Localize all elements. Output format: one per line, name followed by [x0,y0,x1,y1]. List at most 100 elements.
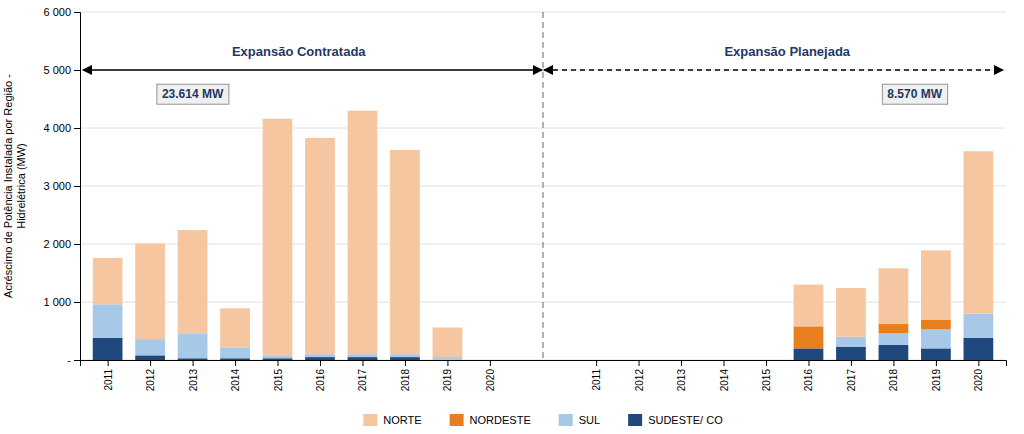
legend-swatch [559,414,573,426]
legend-swatch [450,414,464,426]
bar-segment [836,288,866,337]
x-tick: 2017 [846,360,857,391]
y-tick-label: 2 000 [43,238,71,250]
x-tick-mark [808,360,809,366]
x-tick-label: 2011 [103,369,114,391]
x-tick: 2012 [145,360,156,391]
x-tick-mark [320,360,321,366]
x-tick-mark [766,360,767,366]
label-box: 8.570 MW [882,84,947,104]
legend-label: NORTE [383,414,421,426]
legend-item: SUL [559,414,600,426]
bar-segment [921,348,951,360]
grid-line [80,70,1006,71]
x-tick: 2020 [485,360,496,391]
y-tick-label: 6 000 [43,6,71,18]
bar-segment [93,258,123,304]
bar-segment [921,320,951,329]
x-tick: 2020 [973,360,984,391]
y-tick-mark [74,70,80,71]
bar-segment [263,358,293,360]
legend-swatch [363,414,377,426]
x-tick: 2012 [634,360,645,391]
bar-segment [220,308,250,347]
legend-label: NORDESTE [470,414,531,426]
x-tick: 2019 [442,360,453,391]
x-tick: 2011 [103,360,114,391]
bar-segment [666,360,696,361]
label-box: 23.614 MW [157,84,229,104]
bar-segment [263,355,293,358]
bar-segment [709,360,739,361]
y-axis: -1 0002 0003 0004 0005 0006 000 [43,6,80,366]
y-tick: 1 000 [43,296,80,308]
x-tick-label: 2012 [145,369,156,392]
bar-segment [220,348,250,358]
bar-segment [836,337,866,347]
x-tick-label: 2018 [888,369,899,392]
x-tick-label: 2016 [803,369,814,392]
separator [542,12,543,360]
x-axis-line [81,361,1007,367]
bar-segment [624,360,654,361]
arrow [83,69,542,71]
x-tick: 2013 [676,360,687,391]
x-tick-label: 2020 [973,369,984,392]
x-tick: 2014 [719,360,730,391]
bar-segment [581,360,611,361]
x-tick: 2013 [188,360,199,391]
x-tick-label: 2013 [188,369,199,392]
section-title: Expansão Contratada [232,44,366,59]
bar-segment [581,360,611,361]
legend-label: SUDESTE/ CO [648,414,723,426]
y-tick-label: 4 000 [43,122,71,134]
x-tick-label: 2015 [273,369,284,392]
bar-segment [751,360,781,361]
y-tick-label: 3 000 [43,180,71,192]
bar-segment [581,360,611,361]
bar-segment [921,250,951,320]
x-tick-label: 2017 [846,369,857,392]
x-tick-mark [108,360,109,366]
bar-segment [390,150,420,354]
bar-segment [348,357,378,360]
y-axis-title: Acréscimo de Potência Instalada por Regi… [2,74,27,298]
label-box-frame [882,84,947,104]
bar-segment [220,358,250,360]
bar-segment [836,347,866,360]
x-tick-mark [893,360,894,366]
bar-segment [178,230,208,333]
legend-item: NORDESTE [450,414,531,426]
bar-segment [666,360,696,361]
x-tick-label: 2017 [357,369,368,392]
x-tick-label: 2015 [761,369,772,392]
bar-segment [93,338,123,360]
bar-segment [475,360,505,361]
section-title: Expansão Planejada [724,44,850,59]
bar-segment [666,360,696,361]
y-tick: 2 000 [43,238,80,250]
arrow [544,69,1003,71]
x-tick: 2015 [273,360,284,391]
bar-segment [135,355,165,360]
y-tick-label: - [67,354,71,366]
bar-segment [794,348,824,360]
bar-segment [709,360,739,361]
bar-segment [390,357,420,360]
bar-segment [879,333,909,345]
bar-segment [666,360,696,361]
chart: 2011 2012 2013 2014 2015 2016 2017 2018 2019 2020… [0,0,1024,434]
y-tick: 3 000 [43,180,80,192]
bar-segment [709,360,739,361]
bar-segment [964,151,994,313]
bar-segment [751,360,781,361]
y-axis-title-line: Acréscimo de Potência Instalada por Regi… [2,74,14,298]
x-tick-mark [490,360,491,366]
x-tick: 2016 [803,360,814,391]
grid [80,12,1006,360]
bar-segment [135,339,165,355]
x-tick: 2018 [400,360,411,391]
bar-segment [879,268,909,324]
y-tick-mark [74,186,80,187]
x-tick: 2011 [591,360,602,391]
